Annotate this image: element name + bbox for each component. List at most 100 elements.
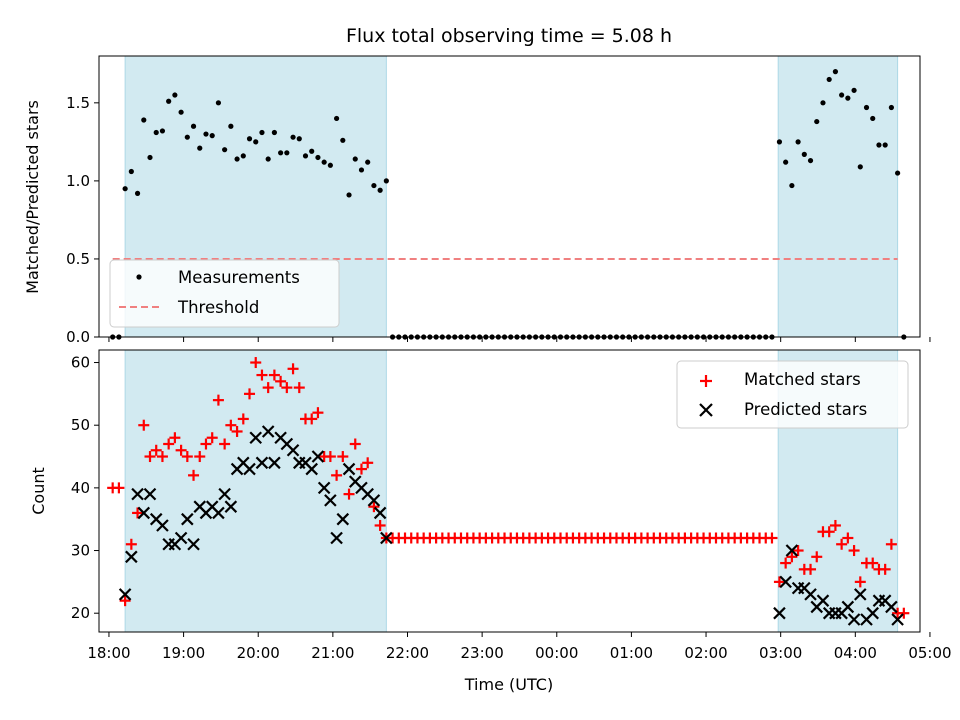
measurement-point — [228, 123, 234, 129]
measurement-point — [820, 100, 826, 106]
measurement-point — [153, 129, 159, 136]
measurement-point — [657, 334, 663, 340]
measurement-point — [147, 154, 153, 161]
measurement-point — [901, 334, 907, 340]
measurement-point — [458, 334, 464, 340]
matched-star-point — [805, 563, 817, 575]
measurement-point — [526, 334, 533, 340]
predicted-star-point — [785, 544, 799, 557]
measurement-point — [445, 334, 452, 340]
measurement-point — [346, 192, 352, 198]
measurement-point — [240, 153, 246, 159]
predicted-star-point — [373, 506, 387, 520]
measurement-point — [389, 334, 396, 340]
predicted-star-point — [261, 425, 275, 438]
matched-star-point — [786, 551, 798, 563]
matched-star-point — [268, 369, 280, 381]
measurement-point — [315, 154, 321, 161]
measurement-point — [321, 159, 327, 165]
predicted-star-point — [118, 588, 132, 601]
measurement-point — [520, 334, 526, 340]
count-xtick-label: 19:00 — [162, 644, 205, 662]
ratio-y-axis: 0.0 0.5 1.0 1.5 — [66, 94, 99, 346]
count-ytick-label: 40 — [71, 479, 90, 497]
matched-star-point — [792, 545, 804, 557]
measurement-point — [857, 164, 863, 170]
measurement-point — [414, 334, 421, 340]
measurement-point — [582, 334, 588, 340]
predicted-star-point — [212, 506, 225, 520]
measurement-point — [309, 148, 315, 154]
measurement-point — [477, 334, 483, 340]
measurement-point — [564, 334, 570, 340]
measurement-point — [383, 178, 389, 184]
predicted-star-point — [218, 487, 231, 501]
matched-star-point — [113, 482, 125, 494]
measurement-point — [203, 131, 209, 137]
matched-star-point — [256, 369, 268, 381]
count-xtick-label: 04:00 — [834, 644, 877, 662]
legend-label-threshold: Threshold — [177, 298, 259, 317]
measurement-point — [783, 159, 789, 165]
matched-star-point — [836, 538, 848, 550]
measurement-point — [234, 156, 240, 162]
predicted-star-point — [841, 600, 855, 614]
count-ytick-label: 30 — [71, 542, 90, 560]
count-y-label: Count — [29, 467, 48, 515]
legend-label-predicted: Predicted stars — [744, 400, 867, 419]
legend-label-measurements: Measurements — [178, 268, 300, 287]
measurement-point — [501, 334, 508, 340]
measurement-point — [408, 334, 414, 340]
matched-star-point — [156, 451, 168, 463]
measurement-point — [483, 334, 489, 340]
measurement-point — [694, 334, 700, 340]
count-xtick-label: 01:00 — [610, 644, 653, 662]
predicted-star-point — [143, 487, 157, 501]
measurement-point — [365, 159, 371, 165]
measurement-point — [134, 190, 141, 196]
predicted-star-point — [342, 462, 356, 476]
predicted-star-point — [330, 531, 343, 545]
matched-star-point — [144, 451, 156, 463]
ratio-ytick-label: 0.0 — [66, 328, 90, 346]
matched-star-point — [331, 469, 343, 481]
measurement-point — [358, 167, 365, 173]
measurement-point — [895, 170, 901, 176]
legend-marker-matched — [700, 375, 712, 387]
predicted-star-point — [131, 487, 144, 501]
measurement-point — [713, 334, 719, 340]
measurement-point — [545, 334, 551, 340]
matched-star-point — [368, 501, 380, 513]
matched-star-point — [231, 425, 243, 437]
measurement-point — [601, 334, 607, 340]
measurement-point — [801, 151, 807, 157]
matched-star-point — [829, 519, 841, 531]
matched-star-point — [175, 444, 187, 456]
matched-star-point — [188, 469, 200, 481]
predicted-star-point — [286, 443, 300, 457]
measurement-point — [576, 334, 582, 340]
matched-star-point — [879, 563, 891, 575]
measurement-point — [533, 334, 539, 340]
measurement-point — [265, 156, 271, 162]
measurement-point — [271, 129, 277, 136]
ratio-x-ticks — [108, 337, 931, 342]
count-legend: Matched stars Predicted stars — [676, 360, 909, 429]
count-legend-box — [676, 360, 909, 429]
measurement-point — [557, 334, 564, 340]
count-points — [107, 357, 910, 626]
measurement-point — [863, 104, 870, 111]
matched-star-point — [337, 451, 349, 463]
measurement-point — [738, 334, 744, 340]
measurement-point — [756, 334, 763, 340]
matched-star-point — [212, 394, 224, 406]
legend-marker-measurements — [136, 274, 142, 280]
predicted-star-point — [779, 575, 792, 589]
measurement-point — [882, 142, 888, 148]
measurement-point — [197, 145, 203, 151]
matched-star-point — [181, 451, 193, 463]
matched-star-point — [349, 438, 361, 450]
predicted-star-point — [224, 500, 238, 513]
predicted-star-point — [311, 450, 325, 463]
